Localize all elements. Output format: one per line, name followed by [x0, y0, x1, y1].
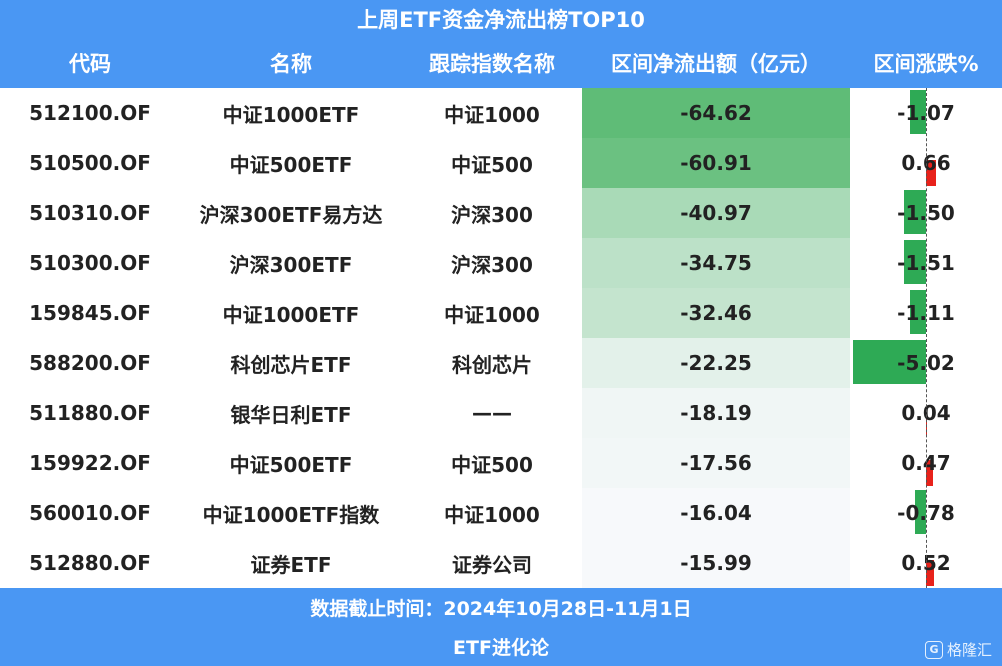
cell-code: 510500.OF	[29, 151, 151, 175]
cell-outflow: -16.04	[680, 501, 752, 525]
cell-code: 510310.OF	[29, 201, 151, 225]
data-date-note: 数据截止时间：2024年10月28日-11月1日	[310, 597, 692, 620]
cell-index: 沪深300	[451, 202, 533, 227]
change-bar-positive	[926, 460, 933, 486]
header-change: 区间涨跌%	[873, 52, 979, 76]
header-row: 代码 名称 跟踪指数名称 区间净流出额（亿元） 区间涨跌%	[0, 38, 1002, 88]
change-bar-negative	[910, 90, 926, 134]
cell-code: 159922.OF	[29, 451, 151, 475]
cell-outflow: -15.99	[680, 551, 752, 575]
cell-index: 科创芯片	[452, 352, 532, 377]
cell-index: 中证1000	[444, 502, 540, 527]
cell-code: 511880.OF	[29, 401, 151, 425]
cell-name: 中证1000ETF	[222, 102, 360, 127]
header-code: 代码	[69, 52, 111, 76]
table-row: 159922.OF 中证500ETF 中证500 -17.56 0.47	[0, 438, 1002, 488]
cell-outflow: -32.46	[680, 301, 752, 325]
cell-name: 科创芯片ETF	[230, 352, 352, 377]
cell-outflow: -22.25	[680, 351, 752, 375]
cell-name: 中证1000ETF指数	[202, 502, 380, 527]
cell-name: 证券ETF	[250, 552, 332, 577]
change-value: 0.47	[901, 451, 951, 475]
header-name: 名称	[270, 52, 312, 76]
outflow-heat-cell	[582, 138, 850, 188]
cell-index: 证券公司	[452, 552, 532, 577]
change-bar-negative	[904, 190, 926, 234]
table-row: 512880.OF 证券ETF 证券公司 -15.99 0.52	[0, 538, 1002, 588]
change-value: 0.66	[901, 151, 951, 175]
change-value: 0.04	[901, 401, 951, 425]
cell-code: 560010.OF	[29, 501, 151, 525]
gelonghui-logo-icon: G	[924, 640, 943, 659]
table-row: 510500.OF 中证500ETF 中证500 -60.91 0.66	[0, 138, 1002, 188]
outflow-heat-cell	[582, 338, 850, 388]
watermark: G 格隆汇	[924, 639, 992, 660]
change-bar-positive	[926, 160, 936, 186]
outflow-heat-cell	[582, 538, 850, 588]
change-value: 0.52	[901, 551, 951, 575]
outflow-heat-cell	[582, 438, 850, 488]
cell-outflow: -40.97	[680, 201, 752, 225]
cell-change: -1.51	[850, 238, 1002, 288]
change-zero-line	[926, 88, 927, 588]
cell-index: 中证500	[451, 152, 533, 177]
cell-outflow: -18.19	[680, 401, 752, 425]
cell-outflow: -60.91	[680, 151, 752, 175]
cell-name: 沪深300ETF	[229, 252, 353, 277]
cell-code: 510300.OF	[29, 251, 151, 275]
outflow-heat-cell	[582, 388, 850, 438]
brand-name: ETF进化论	[453, 636, 549, 659]
cell-code: 159845.OF	[29, 301, 151, 325]
table-row: 510310.OF 沪深300ETF易方达 沪深300 -40.97 -1.50	[0, 188, 1002, 238]
cell-code: 588200.OF	[29, 351, 151, 375]
cell-name: 中证500ETF	[229, 452, 353, 477]
cell-outflow: -34.75	[680, 251, 752, 275]
header-index: 跟踪指数名称	[429, 52, 555, 76]
cell-name: 银华日利ETF	[230, 402, 352, 427]
cell-name: 中证500ETF	[229, 152, 353, 177]
footer: 数据截止时间：2024年10月28日-11月1日 ETF进化论 G 格隆汇	[0, 588, 1002, 666]
cell-change: 0.47	[850, 438, 1002, 488]
table-row: 512100.OF 中证1000ETF 中证1000 -64.62 -1.07	[0, 88, 1002, 138]
cell-code: 512100.OF	[29, 101, 151, 125]
change-bar-negative	[914, 490, 926, 534]
table-row: 588200.OF 科创芯片ETF 科创芯片 -22.25 -5.02	[0, 338, 1002, 388]
outflow-heat-cell	[582, 238, 850, 288]
header-outflow: 区间净流出额（亿元）	[611, 52, 821, 76]
table-row: 159845.OF 中证1000ETF 中证1000 -32.46 -1.11	[0, 288, 1002, 338]
change-bar-negative	[903, 240, 926, 284]
table-row: 510300.OF 沪深300ETF 沪深300 -34.75 -1.51	[0, 238, 1002, 288]
outflow-heat-cell	[582, 188, 850, 238]
cell-index: 中证1000	[444, 102, 540, 127]
watermark-text: 格隆汇	[946, 641, 992, 659]
outflow-heat-cell	[582, 288, 850, 338]
change-bar-negative	[852, 340, 926, 384]
cell-change: 0.52	[850, 538, 1002, 588]
cell-name: 中证1000ETF	[222, 302, 360, 327]
outflow-heat-cell	[582, 88, 850, 138]
cell-outflow: -17.56	[680, 451, 752, 475]
table-title: 上周ETF资金净流出榜TOP10	[0, 0, 1002, 38]
cell-code: 512880.OF	[29, 551, 151, 575]
cell-index: ——	[472, 401, 512, 425]
change-bar-negative	[909, 290, 926, 334]
cell-outflow: -64.62	[680, 101, 752, 125]
cell-index: 中证500	[451, 452, 533, 477]
table-row: 511880.OF 银华日利ETF —— -18.19 0.04	[0, 388, 1002, 438]
change-bar-positive	[926, 560, 934, 586]
cell-index: 沪深300	[451, 252, 533, 277]
table-row: 560010.OF 中证1000ETF指数 中证1000 -16.04 -0.78	[0, 488, 1002, 538]
cell-change: 0.66	[850, 138, 1002, 188]
cell-name: 沪深300ETF易方达	[199, 202, 383, 227]
cell-index: 中证1000	[444, 302, 540, 327]
outflow-heat-cell	[582, 488, 850, 538]
cell-change: -5.02	[850, 338, 1002, 388]
